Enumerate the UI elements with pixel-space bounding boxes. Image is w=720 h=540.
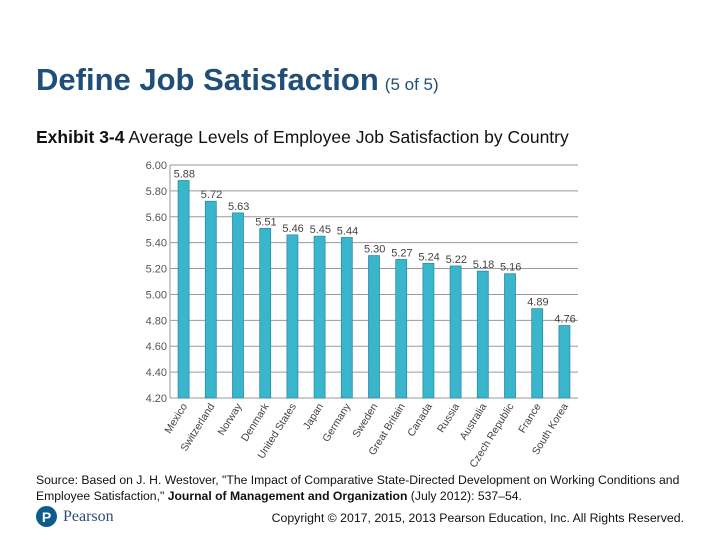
bar [395, 259, 408, 399]
bar [422, 262, 435, 399]
pearson-logo-icon: P [36, 506, 57, 527]
bar-value-label: 5.88 [174, 169, 195, 181]
bar [504, 273, 516, 399]
y-tick-label: 4.20 [146, 393, 167, 405]
source-prefix: Source: Based on J. H. Westover, "The Im… [36, 473, 680, 503]
x-category-label: France [516, 401, 544, 435]
bar-value-label: 5.22 [446, 254, 467, 266]
bar [286, 234, 299, 399]
title-suffix: (5 of 5) [384, 75, 439, 94]
bar-value-label: 5.24 [418, 251, 439, 263]
source-citation: Source: Based on J. H. Westover, "The Im… [36, 472, 686, 504]
bar [340, 237, 353, 399]
bar [449, 265, 462, 399]
title-main: Define Job Satisfaction [36, 62, 379, 97]
x-category-label: Canada [405, 401, 435, 439]
bar [204, 200, 217, 399]
source-journal: Journal of Management and Organization [167, 489, 408, 503]
exhibit-caption: Exhibit 3-4 Average Levels of Employee J… [36, 127, 569, 148]
y-tick-label: 5.60 [146, 212, 167, 224]
bar-value-label: 5.16 [500, 262, 521, 274]
y-tick-label: 4.40 [146, 367, 167, 379]
x-category-label: Norway [216, 401, 245, 438]
bar [177, 180, 190, 399]
bar-value-label: 5.30 [364, 244, 385, 256]
bar [558, 325, 571, 399]
y-tick-label: 5.40 [146, 238, 167, 250]
y-tick-label: 5.00 [146, 289, 167, 301]
y-tick-label: 4.60 [146, 341, 167, 353]
bar-value-label: 5.18 [473, 259, 494, 271]
bar-value-label: 5.63 [228, 201, 249, 213]
copyright-text: Copyright © 2017, 2015, 2013 Pearson Edu… [271, 511, 684, 525]
bar-value-label: 5.72 [201, 189, 222, 201]
bar [313, 235, 326, 399]
bar-value-label: 4.89 [527, 297, 548, 309]
x-category-label: Japan [301, 401, 326, 432]
x-category-label: Mexico [162, 401, 190, 436]
y-tick-label: 5.20 [146, 264, 167, 276]
bar-value-label: 5.46 [282, 223, 303, 235]
y-tick-label: 6.00 [146, 160, 167, 172]
bar-value-label: 5.45 [310, 224, 331, 236]
x-category-label: Russia [435, 401, 462, 435]
y-tick-label: 5.80 [146, 186, 167, 198]
pearson-logo: P Pearson [36, 506, 114, 527]
bar-value-label: 5.44 [337, 225, 358, 237]
exhibit-label: Exhibit 3-4 [36, 127, 125, 147]
bar [476, 270, 489, 399]
bar-value-label: 5.27 [391, 247, 412, 259]
source-suffix: (July 2012): 537–54. [410, 489, 522, 503]
bar [368, 255, 380, 399]
pearson-logo-text: Pearson [63, 507, 114, 525]
slide-title: Define Job Satisfaction (5 of 5) [36, 62, 439, 98]
y-tick-label: 4.80 [146, 315, 167, 327]
bar [531, 308, 544, 399]
bar-value-label: 5.51 [255, 216, 276, 228]
bar [259, 228, 272, 399]
bar [232, 212, 244, 399]
bar-value-label: 4.76 [554, 314, 575, 326]
exhibit-text: Average Levels of Employee Job Satisfact… [128, 127, 569, 147]
